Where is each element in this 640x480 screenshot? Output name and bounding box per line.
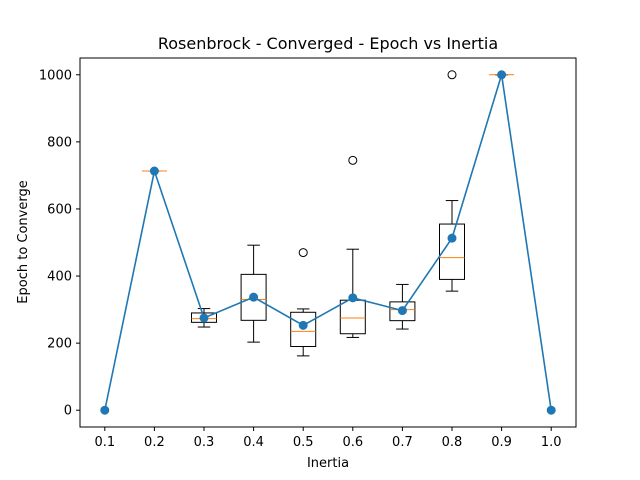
box-body <box>290 311 317 347</box>
box-4 <box>339 155 366 338</box>
x-tick-label: 0.2 <box>144 435 165 450</box>
x-tick-label: 0.5 <box>293 435 314 450</box>
y-axis-label: Epoch to Converge <box>16 180 31 303</box>
plot-area <box>100 70 556 415</box>
box-body <box>389 301 416 322</box>
y-tick-label: 200 <box>47 337 72 352</box>
mean-point <box>497 70 507 80</box>
outlier-point <box>447 70 457 80</box>
mean-point <box>348 293 358 303</box>
x-axis: 0.1 0.2 0.3 0.4 0.5 0.6 0.7 0.8 0.9 1.0 <box>94 427 562 450</box>
mean-point <box>100 405 110 415</box>
box-body <box>439 223 465 280</box>
mean-point <box>447 233 457 243</box>
mean-point <box>397 306 407 316</box>
plot-frame <box>79 57 577 428</box>
chart-title: Rosenbrock - Converged - Epoch vs Inerti… <box>158 34 498 53</box>
x-tick-label: 0.7 <box>392 435 413 450</box>
y-tick-label: 800 <box>47 135 72 150</box>
x-tick-label: 0.9 <box>491 435 512 450</box>
x-tick-label: 0.6 <box>342 435 363 450</box>
mean-point <box>298 320 308 330</box>
box-5 <box>389 283 416 330</box>
outlier-point <box>348 155 358 165</box>
mean-point <box>249 292 259 302</box>
mean-line <box>104 74 552 411</box>
y-tick-label: 600 <box>47 202 72 217</box>
box-2 <box>240 244 267 343</box>
y-tick-label: 1000 <box>39 68 72 83</box>
box-6 <box>439 70 465 292</box>
y-axis: 0 200 400 600 800 1000 <box>39 68 80 419</box>
mean-point <box>199 313 209 323</box>
box-body <box>339 299 366 335</box>
mean-point <box>149 166 159 176</box>
box-body <box>240 273 267 321</box>
x-axis-label: Inertia <box>307 456 349 471</box>
x-tick-label: 0.3 <box>194 435 215 450</box>
y-tick-label: 0 <box>64 404 72 419</box>
x-tick-label: 0.1 <box>94 435 115 450</box>
mean-point <box>546 405 556 415</box>
y-tick-label: 400 <box>47 270 72 285</box>
x-tick-label: 0.4 <box>243 435 264 450</box>
outlier-point <box>298 248 308 258</box>
x-tick-label: 1.0 <box>541 435 562 450</box>
x-tick-label: 0.8 <box>442 435 463 450</box>
box-3 <box>290 248 317 357</box>
